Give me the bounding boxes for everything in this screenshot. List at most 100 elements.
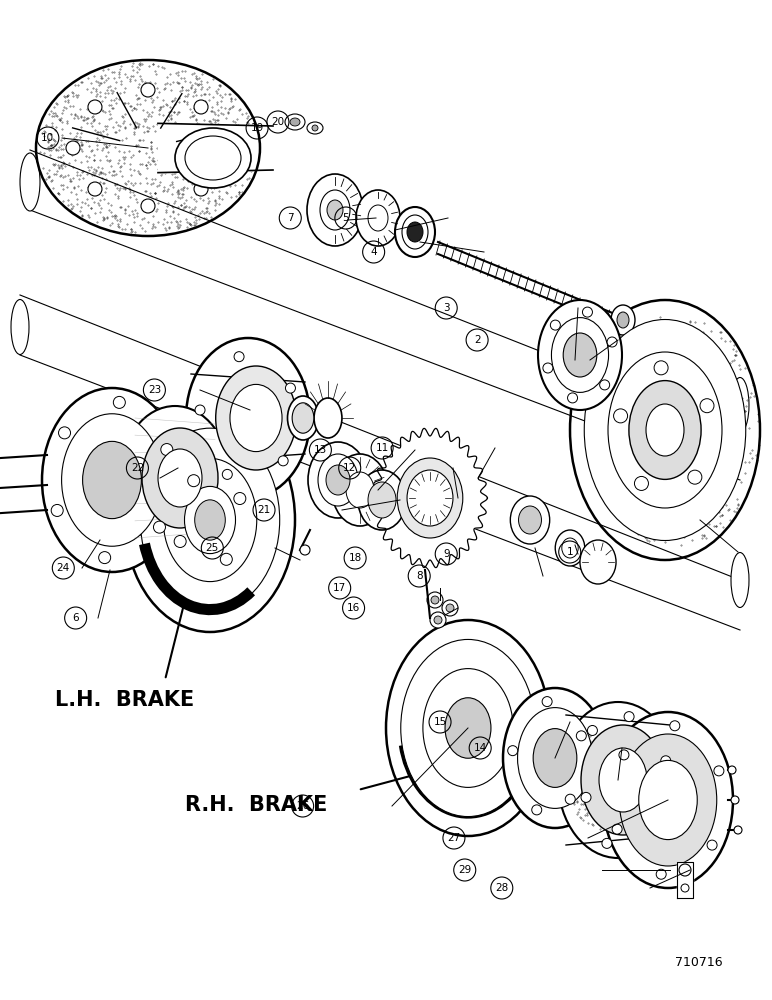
Circle shape (59, 427, 70, 439)
Circle shape (612, 824, 622, 834)
Text: 16: 16 (347, 603, 361, 613)
Ellipse shape (42, 388, 182, 572)
Ellipse shape (584, 320, 746, 540)
Text: 26: 26 (296, 801, 310, 811)
Ellipse shape (62, 414, 162, 546)
Circle shape (654, 361, 668, 375)
Ellipse shape (551, 318, 608, 392)
Text: 1: 1 (567, 547, 573, 557)
Circle shape (446, 604, 454, 612)
Circle shape (154, 521, 165, 533)
Ellipse shape (445, 698, 491, 758)
Circle shape (582, 307, 592, 317)
Text: 14: 14 (473, 743, 487, 753)
Ellipse shape (562, 538, 578, 558)
Circle shape (688, 470, 702, 484)
Circle shape (734, 826, 742, 834)
Circle shape (624, 712, 634, 722)
Ellipse shape (358, 470, 406, 530)
Circle shape (431, 596, 439, 604)
Ellipse shape (599, 748, 647, 812)
Circle shape (619, 750, 629, 760)
Circle shape (427, 592, 443, 608)
Text: 9: 9 (443, 549, 449, 559)
Ellipse shape (308, 442, 368, 518)
Text: 22: 22 (130, 463, 144, 473)
Circle shape (508, 746, 518, 756)
Ellipse shape (290, 118, 300, 126)
Ellipse shape (142, 428, 218, 528)
Ellipse shape (580, 540, 616, 584)
Ellipse shape (346, 472, 374, 508)
Ellipse shape (120, 406, 230, 550)
Text: 710716: 710716 (675, 956, 723, 968)
Circle shape (141, 83, 155, 97)
Ellipse shape (611, 305, 635, 335)
Ellipse shape (646, 404, 684, 456)
Circle shape (216, 141, 230, 155)
Ellipse shape (20, 153, 40, 211)
Text: 28: 28 (495, 883, 509, 893)
Circle shape (188, 475, 200, 487)
Ellipse shape (185, 486, 235, 554)
Ellipse shape (285, 114, 305, 130)
Circle shape (532, 805, 542, 815)
Ellipse shape (533, 729, 577, 787)
Ellipse shape (608, 352, 722, 508)
Circle shape (607, 337, 617, 347)
Ellipse shape (215, 366, 296, 470)
Ellipse shape (326, 465, 350, 495)
Ellipse shape (510, 496, 550, 544)
Ellipse shape (83, 441, 141, 519)
Circle shape (635, 476, 648, 490)
Ellipse shape (617, 312, 629, 328)
Ellipse shape (558, 702, 678, 858)
Circle shape (681, 884, 689, 892)
Circle shape (581, 792, 591, 802)
Circle shape (600, 380, 610, 390)
Circle shape (51, 504, 63, 516)
Circle shape (614, 409, 628, 423)
Ellipse shape (731, 552, 749, 607)
Circle shape (707, 840, 717, 850)
Circle shape (656, 869, 666, 879)
Circle shape (195, 405, 205, 415)
Ellipse shape (163, 458, 257, 582)
Circle shape (194, 182, 208, 196)
Ellipse shape (731, 377, 749, 432)
Ellipse shape (175, 128, 251, 188)
Circle shape (222, 469, 232, 479)
Circle shape (567, 393, 577, 403)
Text: 5: 5 (343, 213, 349, 223)
Text: 2: 2 (474, 335, 480, 345)
Text: 8: 8 (416, 571, 422, 581)
Circle shape (650, 819, 660, 829)
Ellipse shape (564, 333, 597, 377)
Circle shape (113, 396, 125, 408)
Circle shape (278, 456, 288, 466)
Circle shape (234, 493, 245, 505)
Text: 20: 20 (271, 117, 285, 127)
Circle shape (174, 535, 186, 547)
Ellipse shape (555, 530, 584, 566)
Circle shape (88, 100, 102, 114)
Ellipse shape (538, 300, 622, 410)
Text: 4: 4 (371, 247, 377, 257)
Circle shape (714, 766, 724, 776)
Text: 23: 23 (147, 385, 161, 395)
Text: 15: 15 (433, 717, 447, 727)
Circle shape (728, 766, 736, 774)
Ellipse shape (398, 458, 462, 538)
Ellipse shape (368, 205, 388, 231)
Circle shape (602, 838, 612, 848)
Ellipse shape (368, 482, 396, 518)
Ellipse shape (638, 760, 697, 840)
Ellipse shape (186, 338, 310, 498)
Text: 13: 13 (313, 445, 327, 455)
Text: 29: 29 (458, 865, 472, 875)
Text: 18: 18 (348, 553, 362, 563)
Polygon shape (677, 862, 693, 898)
Ellipse shape (386, 620, 550, 836)
Circle shape (161, 444, 173, 456)
Polygon shape (373, 428, 487, 568)
